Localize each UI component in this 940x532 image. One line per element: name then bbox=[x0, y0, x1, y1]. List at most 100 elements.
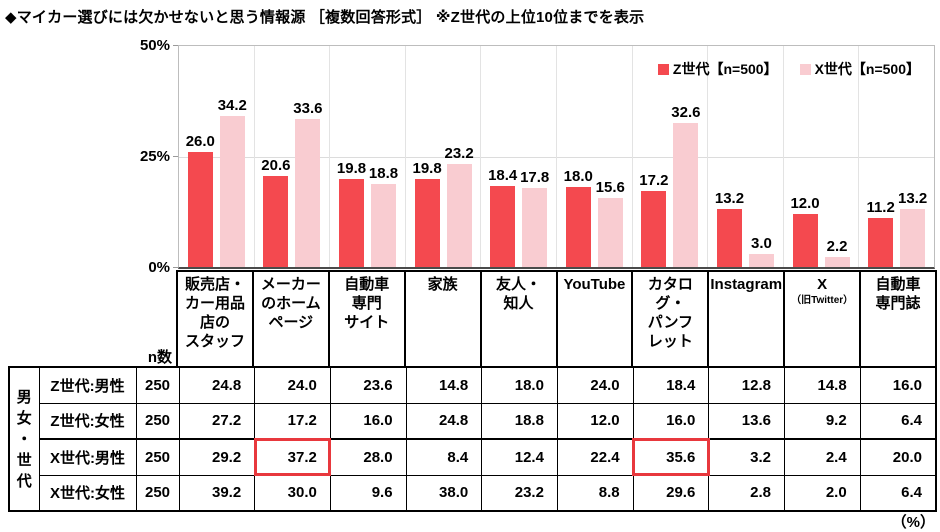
bar-z-generation: 19.8 bbox=[337, 160, 366, 267]
table-row: Z世代:女性 250 27.2 17.2 16.0 24.8 18.8 12.0 16.0 13.… bbox=[9, 402, 937, 440]
table-cell: 20.0 bbox=[859, 438, 937, 476]
bar-x-generation: 23.2 bbox=[444, 145, 474, 267]
n-count-value: 250 bbox=[135, 366, 180, 404]
bar-x-generation: 15.6 bbox=[596, 179, 625, 267]
category-column: 26.0 34.2 bbox=[179, 46, 255, 267]
bar-value-label: 13.2 bbox=[898, 189, 928, 207]
row-label: X世代:女性 bbox=[38, 474, 137, 512]
category-label: 友人・ 知人 bbox=[481, 272, 556, 366]
table-cell: 12.4 bbox=[481, 438, 558, 476]
category-column: 18.0 15.6 bbox=[557, 46, 633, 267]
bar-z-generation: 18.0 bbox=[564, 168, 593, 267]
table-cell: 12.8 bbox=[708, 366, 785, 404]
y-axis-tick-mark bbox=[173, 156, 178, 157]
table-cell: 9.2 bbox=[784, 402, 861, 440]
bar-value-label: 18.0 bbox=[563, 168, 593, 186]
category-column: 11.2 13.2 bbox=[859, 46, 934, 267]
table-cell: 6.4 bbox=[859, 474, 937, 512]
legend-swatch bbox=[657, 63, 669, 75]
plot-area: 26.0 34.2 20.6 33.6 19.8 18.8 19.8 23.2 18.4 17.8… bbox=[178, 45, 935, 269]
table-cell: 3.2 bbox=[708, 438, 785, 476]
bar-x-generation: 3.0 bbox=[748, 235, 774, 267]
bar-z-generation: 18.4 bbox=[488, 167, 517, 267]
y-axis-tick-mark bbox=[173, 267, 178, 268]
bar-value-label: 20.6 bbox=[261, 156, 291, 174]
table-cell: 24.8 bbox=[405, 402, 483, 440]
bar-x-generation: 32.6 bbox=[671, 104, 700, 267]
table-cell: 27.2 bbox=[178, 402, 256, 440]
bar-x-generation: 18.8 bbox=[369, 165, 398, 267]
category-column: 12.0 2.2 bbox=[784, 46, 860, 267]
category-label: 家族 bbox=[405, 272, 480, 366]
bar-x-generation: 33.6 bbox=[293, 100, 322, 267]
table-cell: 9.6 bbox=[329, 474, 407, 512]
bar-value-label: 19.8 bbox=[336, 160, 367, 178]
y-axis-tick-label: 25% bbox=[139, 148, 170, 165]
y-axis-tick-label: 50% bbox=[139, 37, 170, 54]
bar-x-generation: 2.2 bbox=[824, 238, 850, 267]
table-cell: 16.0 bbox=[329, 402, 407, 440]
bar-value-label: 18.8 bbox=[368, 164, 399, 182]
table-cell: 30.0 bbox=[254, 474, 331, 512]
bar-columns: 26.0 34.2 20.6 33.6 19.8 18.8 19.8 23.2 18.4 17.8… bbox=[179, 46, 934, 267]
table-cell: 29.6 bbox=[632, 474, 710, 512]
bar-value-label: 23.2 bbox=[444, 145, 474, 163]
bar-z-generation: 20.6 bbox=[261, 157, 290, 267]
table-cell: 28.0 bbox=[329, 438, 407, 476]
table-cell: 14.8 bbox=[784, 366, 861, 404]
category-column: 13.2 3.0 bbox=[708, 46, 784, 267]
table-row: X世代:男性 250 29.2 37.2 28.0 8.4 12.4 22.4 35.6 3.2 2… bbox=[9, 438, 937, 476]
y-axis-tick-mark bbox=[173, 45, 178, 46]
table-cell: 8.8 bbox=[556, 474, 634, 512]
bar-value-label: 2.2 bbox=[826, 238, 848, 256]
bar-value-label: 17.8 bbox=[520, 169, 550, 187]
legend-item-x: X世代【n=500】 bbox=[799, 59, 920, 79]
bar-z-generation: 26.0 bbox=[186, 133, 215, 267]
bar-z-generation: 13.2 bbox=[715, 190, 744, 267]
table-cell: 16.0 bbox=[632, 402, 710, 440]
row-label: X世代:男性 bbox=[38, 438, 137, 476]
table-cell: 8.4 bbox=[405, 438, 483, 476]
table-cell: 18.0 bbox=[481, 366, 558, 404]
table-cell: 18.4 bbox=[632, 366, 710, 404]
category-label: Instagram bbox=[709, 272, 784, 366]
bar-value-label: 12.0 bbox=[790, 194, 820, 212]
data-table: 男女・世代 Z世代:男性 250 24.8 24.0 23.6 14.8 18.0 24.0 18… bbox=[8, 366, 937, 512]
bar-value-label: 33.6 bbox=[293, 99, 323, 117]
table-cell: 17.2 bbox=[254, 402, 331, 440]
category-label: YouTube bbox=[557, 272, 632, 366]
category-label: 自動車 専門 サイト bbox=[329, 272, 404, 366]
table-cell: 39.2 bbox=[178, 474, 256, 512]
table-cell: 24.0 bbox=[254, 366, 331, 404]
legend-label: Z世代【n=500】 bbox=[672, 61, 778, 77]
category-header-row: 販売店・ カー用品 店の スタッフ メーカー のホーム ページ 自動車 専門 サイト 家族 友人・ 知人… bbox=[176, 270, 937, 368]
category-column: 20.6 33.6 bbox=[255, 46, 331, 267]
bar-value-label: 11.2 bbox=[866, 198, 895, 216]
row-label: Z世代:男性 bbox=[38, 366, 137, 404]
n-count-header: n数 bbox=[147, 349, 172, 366]
table-cell: 6.4 bbox=[859, 402, 937, 440]
bar-value-label: 15.6 bbox=[595, 179, 625, 197]
bar-value-label: 32.6 bbox=[671, 103, 701, 121]
legend-label: X世代【n=500】 bbox=[814, 61, 920, 77]
bar-x-generation: 34.2 bbox=[218, 97, 247, 267]
legend-swatch bbox=[799, 63, 811, 75]
table-cell: 29.2 bbox=[178, 438, 256, 476]
chart-title: ◆マイカー選びには欠かせないと思う情報源 ［複数回答形式］ ※Z世代の上位10位… bbox=[5, 9, 645, 26]
bar-z-generation: 11.2 bbox=[866, 199, 895, 267]
bar-value-label: 19.8 bbox=[412, 160, 442, 178]
bar-x-generation: 13.2 bbox=[898, 190, 927, 267]
table-cell: 2.8 bbox=[708, 474, 785, 512]
legend: Z世代【n=500】 X世代【n=500】 bbox=[657, 59, 920, 79]
table-cell: 22.4 bbox=[556, 438, 634, 476]
bar-value-label: 13.2 bbox=[714, 189, 745, 207]
bar-value-label: 3.0 bbox=[751, 234, 772, 252]
n-count-value: 250 bbox=[135, 474, 180, 512]
category-label: 販売店・ カー用品 店の スタッフ bbox=[178, 272, 252, 366]
category-label: 自動車 専門誌 bbox=[861, 272, 935, 366]
category-column: 17.2 32.6 bbox=[633, 46, 709, 267]
table-cell: 2.0 bbox=[784, 474, 861, 512]
table-row: X世代:女性 250 39.2 30.0 9.6 38.0 23.2 8.8 29.6 2.8 2.… bbox=[9, 474, 937, 512]
bar-value-label: 17.2 bbox=[639, 171, 669, 189]
